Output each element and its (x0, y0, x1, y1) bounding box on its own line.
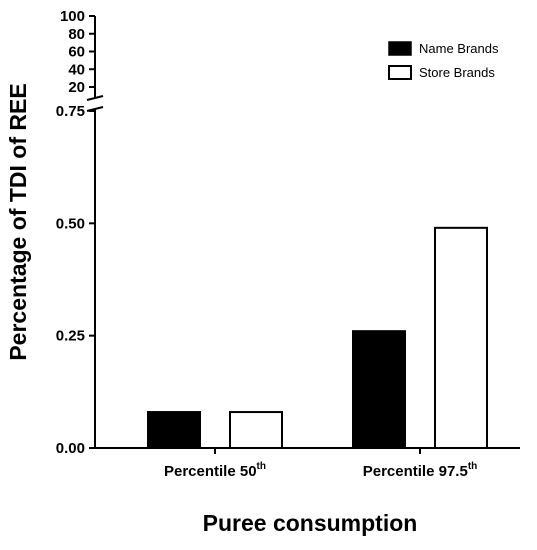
y-tick-label-lower: 0.50 (56, 215, 85, 232)
category-label-50th: Percentile 50th (164, 461, 266, 480)
y-tick-label-lower: 0.00 (56, 440, 85, 457)
y-tick-label-upper: 60 (68, 44, 85, 61)
bar-name-brands-97-5th (352, 330, 406, 450)
legend-swatch-store-brands (388, 65, 412, 80)
category-label-97-5th: Percentile 97.5th (363, 461, 478, 480)
y-tick-label-upper: 100 (60, 8, 85, 25)
bars (147, 226, 488, 450)
y-tick-label-lower: 0.75 (56, 103, 85, 120)
legend-swatch-name-brands (388, 41, 412, 56)
x-axis-title: Puree consumption (203, 510, 418, 536)
legend: Name Brands Store Brands (388, 41, 499, 80)
y-tick-label-upper: 80 (68, 26, 85, 43)
legend-label-name-brands: Name Brands (419, 41, 499, 56)
bar-name-brands-50th (147, 411, 201, 450)
bar-store-brands-97-5th (434, 226, 488, 449)
y-tick-label-lower: 0.25 (56, 328, 85, 345)
y-tick-label-upper: 40 (68, 61, 85, 78)
bar-store-brands-50th (229, 411, 283, 450)
y-tick-label-upper: 20 (68, 79, 85, 96)
y-axis-break-mark (86, 95, 104, 101)
y-axis-title: Percentage of TDI of REE (5, 83, 31, 360)
legend-label-store-brands: Store Brands (419, 65, 495, 80)
